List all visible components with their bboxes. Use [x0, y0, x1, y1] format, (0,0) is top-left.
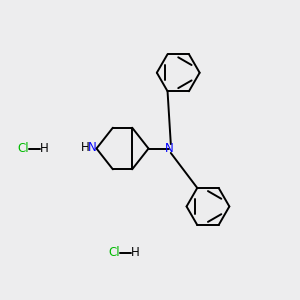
Text: H: H [81, 140, 90, 154]
Text: N: N [88, 140, 97, 154]
Text: N: N [165, 142, 174, 155]
Text: Cl: Cl [18, 142, 29, 155]
Text: Cl: Cl [108, 246, 120, 259]
Text: H: H [40, 142, 49, 155]
Text: H: H [131, 246, 140, 259]
